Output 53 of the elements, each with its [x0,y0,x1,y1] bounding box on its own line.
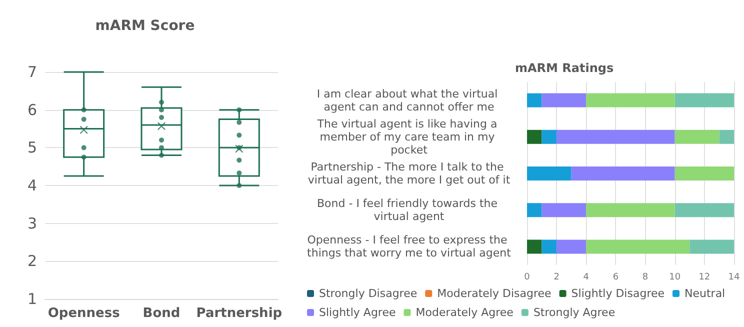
legend-label: Strongly Disagree [319,287,418,300]
x-tick-label: 8 [642,272,648,282]
y-tick-label: Partnership - The more I talk to the virtual agent, the more I get out of it [308,160,511,186]
y-tick-label: Bond - I feel friendly towards the virtual agent [317,197,501,224]
bar [527,203,542,218]
x-tick-label: Openness [48,306,120,321]
bar [719,130,734,144]
x-tick-label: 10 [669,272,681,282]
bar [690,240,734,254]
bar [586,93,675,108]
x-tick-label: 4 [583,272,590,282]
legend-label: Slightly Disagree [571,287,665,300]
bar [527,166,572,180]
legend-label: Moderately Agree [416,306,514,319]
y-tick-label: Openness - I feel free to express the things that worry me to virtual agent [307,234,512,260]
bar [674,130,720,144]
bar [674,203,734,218]
bar [527,93,542,108]
y-tick-label: 6 [27,100,37,119]
bar [586,203,675,218]
x-tick-label: 12 [698,272,710,282]
x-tick-label: 0 [524,272,530,282]
legend-label: Slightly Agree [319,306,396,319]
bar [527,240,542,254]
chart-title: mARM Ratings [515,61,614,75]
bar [542,203,586,218]
y-tick-label: The virtual agent is like having a member of my care team in my pocket [316,117,501,156]
y-tick-label: 7 [27,63,37,81]
y-tick-label: I am clear about what the virtual agent can and cannot offer me [316,87,502,114]
bar [571,166,675,180]
y-tick-label: 2 [27,252,37,270]
bar [542,130,557,144]
x-tick-label: 6 [612,272,619,282]
y-tick-label: 5 [27,138,37,157]
legend-label: Moderately Disagree [437,287,552,300]
bar [586,240,690,254]
x-tick-label: 2 [554,272,560,282]
legend-label: Strongly Agree [533,306,616,319]
bar [527,130,542,144]
chart-title: mARM Score [95,18,195,34]
x-tick-label: Bond [142,306,180,321]
y-tick-label: 3 [27,214,37,232]
x-tick-label: Partnership [196,306,282,321]
x-tick-label: 14 [728,272,740,282]
y-tick-label: 4 [27,176,37,194]
bar [674,93,734,108]
bar [674,166,734,180]
y-tick-label: 1 [27,290,37,308]
legend-label: Neutral [684,287,726,300]
bar [542,93,586,108]
bar [542,240,557,254]
bar [556,130,675,144]
bar [556,240,586,254]
